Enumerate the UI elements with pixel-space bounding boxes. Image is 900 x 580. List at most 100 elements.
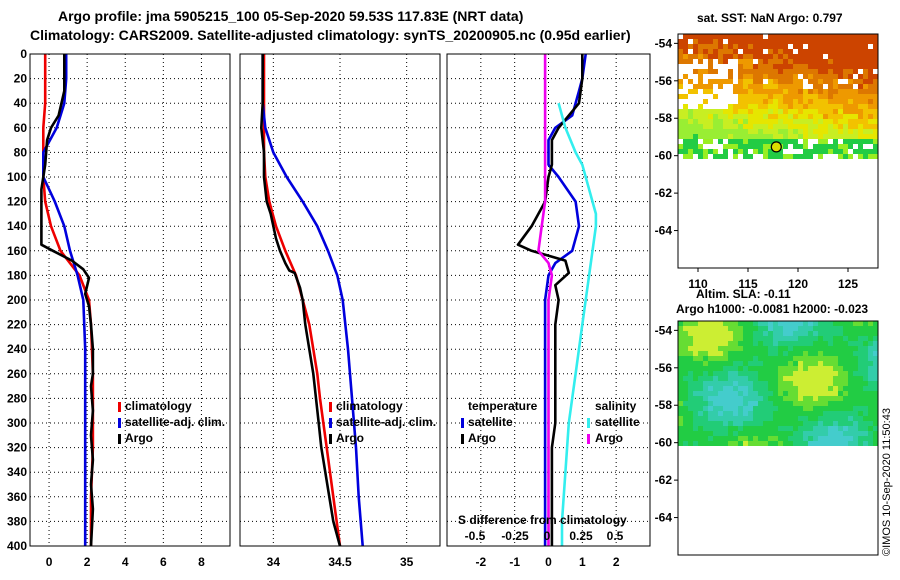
sst-cell bbox=[743, 89, 748, 94]
depth-tick-label: 300 bbox=[7, 416, 27, 430]
sst-cell bbox=[788, 84, 793, 89]
sla-cell bbox=[728, 426, 733, 431]
sst-cell bbox=[698, 79, 703, 84]
sla-cell bbox=[743, 356, 748, 361]
sla-cell bbox=[838, 346, 843, 351]
sst-cell bbox=[788, 104, 793, 109]
sla-cell bbox=[873, 421, 878, 426]
sst-cell bbox=[823, 124, 828, 129]
sla-cell bbox=[798, 366, 803, 371]
sla-cell bbox=[728, 391, 733, 396]
sla-cell bbox=[853, 341, 858, 346]
sst-cell bbox=[838, 64, 843, 69]
sla-cell bbox=[783, 331, 788, 336]
sla-cell bbox=[693, 411, 698, 416]
sla-cell bbox=[703, 401, 708, 406]
sst-cell bbox=[703, 149, 708, 154]
sla-cell bbox=[683, 431, 688, 436]
sla-cell bbox=[723, 386, 728, 391]
sst-cell bbox=[723, 59, 728, 64]
sla-cell bbox=[748, 376, 753, 381]
sla-cell bbox=[818, 351, 823, 356]
sst-cell bbox=[863, 34, 868, 39]
sst-cell bbox=[713, 134, 718, 139]
sla-cell bbox=[803, 401, 808, 406]
sst-cell bbox=[733, 109, 738, 114]
sla-cell bbox=[683, 341, 688, 346]
sla-cell bbox=[818, 371, 823, 376]
sla-cell bbox=[698, 361, 703, 366]
sla-cell bbox=[733, 431, 738, 436]
sla-cell bbox=[783, 371, 788, 376]
sst-cell bbox=[808, 54, 813, 59]
sla-cell bbox=[763, 366, 768, 371]
sla-cell bbox=[788, 391, 793, 396]
sst-cell bbox=[793, 144, 798, 149]
sla-cell bbox=[733, 396, 738, 401]
sst-cell bbox=[833, 79, 838, 84]
sst-cell bbox=[678, 84, 683, 89]
sla-cell bbox=[818, 366, 823, 371]
sst-cell bbox=[683, 54, 688, 59]
sla-cell bbox=[728, 421, 733, 426]
sla-cell bbox=[723, 391, 728, 396]
sst-cell bbox=[788, 49, 793, 54]
sst-cell bbox=[743, 79, 748, 84]
sst-cell bbox=[678, 59, 683, 64]
sst-cell bbox=[868, 34, 873, 39]
sst-cell bbox=[688, 149, 693, 154]
sla-cell bbox=[823, 431, 828, 436]
sst-cell bbox=[703, 109, 708, 114]
sst-cell bbox=[823, 74, 828, 79]
s-difference-tick-labels: -0.5 -0.25 0 0.25 0.5 bbox=[465, 529, 624, 543]
sst-cell bbox=[813, 34, 818, 39]
sla-cell bbox=[853, 411, 858, 416]
sla-cell bbox=[873, 336, 878, 341]
sla-cell bbox=[843, 421, 848, 426]
salinity-panel: 34 34.5 35 climatology satellite-adj. clim… bbox=[239, 53, 441, 569]
sst-cell bbox=[793, 154, 798, 159]
sla-cell bbox=[743, 346, 748, 351]
series-line-temperature-argo bbox=[516, 54, 584, 546]
sst-cell bbox=[788, 79, 793, 84]
sst-cell bbox=[873, 114, 878, 119]
sla-cell bbox=[678, 386, 683, 391]
sst-cell bbox=[778, 84, 783, 89]
sst-cell bbox=[798, 129, 803, 134]
sst-cell bbox=[718, 79, 723, 84]
sla-cell bbox=[758, 411, 763, 416]
sla-cell bbox=[848, 356, 853, 361]
sst-cell bbox=[743, 109, 748, 114]
sla-cell bbox=[828, 336, 833, 341]
sst-cell bbox=[758, 114, 763, 119]
sst-cell bbox=[713, 109, 718, 114]
sla-cell bbox=[763, 326, 768, 331]
sst-cell bbox=[848, 99, 853, 104]
sst-cell bbox=[683, 114, 688, 119]
sst-cell bbox=[793, 34, 798, 39]
sst-cell bbox=[768, 134, 773, 139]
sla-cell bbox=[773, 386, 778, 391]
sla-cell bbox=[848, 366, 853, 371]
sst-cell bbox=[738, 109, 743, 114]
sla-cell bbox=[848, 381, 853, 386]
depth-tick-label: 360 bbox=[7, 490, 27, 504]
sla-cell bbox=[848, 391, 853, 396]
sst-cell bbox=[758, 44, 763, 49]
sla-cell bbox=[808, 431, 813, 436]
sla-cell bbox=[863, 381, 868, 386]
sst-cell bbox=[818, 84, 823, 89]
sla-cell bbox=[733, 366, 738, 371]
sla-cell bbox=[723, 431, 728, 436]
sst-cell bbox=[788, 69, 793, 74]
sla-cell bbox=[863, 351, 868, 356]
sla-cell bbox=[763, 321, 768, 326]
sla-cell bbox=[838, 366, 843, 371]
sst-cell bbox=[778, 114, 783, 119]
sla-cell bbox=[708, 336, 713, 341]
sla-cell bbox=[853, 391, 858, 396]
sla-cell bbox=[843, 391, 848, 396]
sla-cell bbox=[798, 391, 803, 396]
sla-cell bbox=[743, 431, 748, 436]
sst-cell bbox=[678, 39, 683, 44]
